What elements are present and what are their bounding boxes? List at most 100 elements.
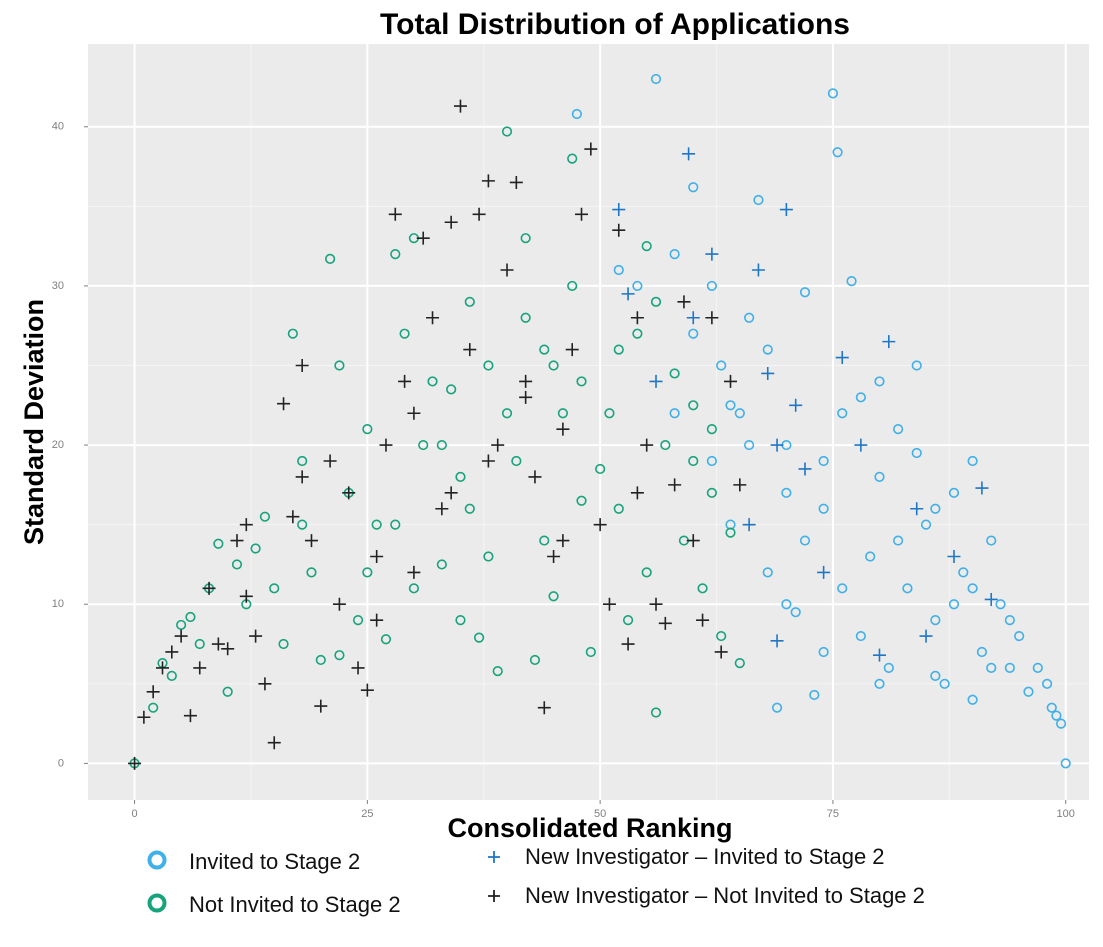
point: [761, 366, 775, 380]
point: [976, 646, 988, 658]
point: [464, 296, 475, 307]
legend-label: New Investigator – Not Invited to Stage …: [525, 883, 925, 908]
point: [325, 253, 336, 264]
point: [846, 276, 857, 287]
point: [837, 408, 848, 419]
x-tick-label: 0: [131, 808, 137, 820]
point: [696, 613, 710, 627]
point: [753, 194, 764, 206]
point: [835, 351, 849, 365]
point: [547, 549, 561, 563]
point: [668, 478, 682, 492]
point: [483, 360, 494, 371]
point: [658, 616, 672, 630]
x-axis-label: Consolidated Ranking: [447, 813, 732, 843]
point: [444, 215, 458, 229]
point: [295, 358, 309, 372]
point: [492, 665, 503, 677]
point: [818, 503, 829, 514]
point: [528, 470, 542, 484]
point: [706, 487, 717, 498]
point: [565, 343, 579, 357]
point: [249, 629, 263, 643]
point: [919, 629, 933, 643]
point: [407, 565, 421, 579]
point: [716, 630, 727, 642]
legend-icon: [488, 890, 500, 902]
x-tick-label: 100: [1057, 808, 1075, 820]
chart-title: Total Distribution of Applications: [380, 8, 850, 41]
point: [706, 424, 717, 435]
point: [725, 400, 736, 411]
point: [1032, 662, 1043, 673]
point: [771, 702, 783, 713]
point: [1060, 758, 1071, 769]
point: [1055, 718, 1067, 729]
point: [660, 439, 671, 451]
point: [269, 583, 280, 594]
point: [539, 344, 550, 355]
point: [472, 207, 486, 221]
point: [632, 328, 643, 339]
point: [1004, 615, 1015, 626]
point: [641, 241, 652, 252]
point: [650, 73, 662, 85]
point: [287, 328, 298, 339]
point: [166, 670, 177, 681]
point: [744, 312, 755, 323]
point: [370, 613, 384, 627]
point: [677, 295, 691, 309]
point: [351, 661, 365, 675]
point: [334, 650, 345, 661]
point: [585, 646, 596, 658]
point: [416, 231, 430, 245]
point: [798, 462, 812, 476]
point: [221, 642, 235, 656]
point: [893, 424, 904, 435]
point: [669, 248, 680, 260]
point: [855, 630, 866, 642]
point: [529, 654, 541, 666]
point: [604, 408, 615, 419]
point: [491, 438, 505, 452]
point: [832, 147, 843, 158]
point: [947, 549, 961, 563]
point: [632, 280, 643, 292]
point: [910, 502, 924, 516]
legend-label: New Investigator – Invited to Stage 2: [525, 844, 885, 869]
point: [1004, 662, 1015, 673]
x-tick-label: 25: [361, 808, 373, 820]
point: [781, 599, 792, 610]
point: [185, 611, 196, 623]
point: [958, 567, 969, 578]
point: [770, 438, 784, 452]
point: [855, 392, 866, 403]
point: [481, 174, 495, 188]
point: [725, 527, 736, 538]
point: [621, 637, 635, 651]
point: [734, 408, 745, 419]
y-tick-label: 20: [52, 439, 64, 451]
point: [724, 374, 738, 388]
y-tick-label: 10: [52, 598, 64, 610]
point: [250, 543, 261, 554]
point: [809, 689, 820, 701]
point: [398, 374, 412, 388]
point: [575, 207, 589, 221]
point: [576, 495, 587, 506]
legend-icon: [147, 893, 167, 913]
point: [584, 142, 598, 156]
point: [473, 632, 485, 643]
point: [286, 510, 300, 524]
point: [176, 619, 187, 631]
point: [278, 638, 289, 650]
point: [332, 597, 346, 611]
point: [789, 398, 803, 412]
point: [874, 376, 885, 387]
point: [137, 710, 151, 724]
point: [239, 589, 253, 603]
point: [258, 677, 272, 691]
point: [453, 99, 467, 113]
point: [183, 709, 197, 723]
point: [297, 455, 308, 467]
